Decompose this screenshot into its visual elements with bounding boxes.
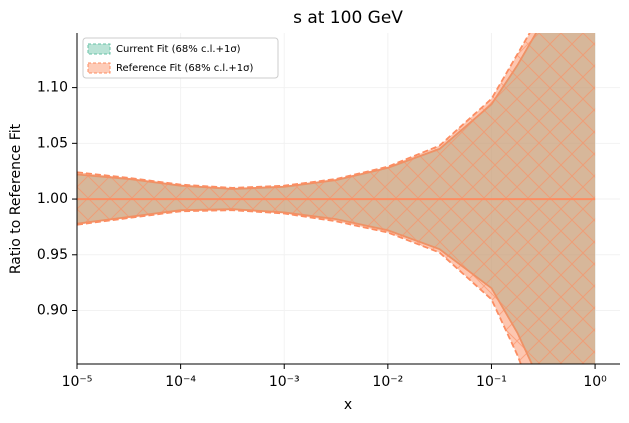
x-tick-label: 10⁻¹ [476,374,507,390]
y-tick-label: 1.00 [37,191,68,207]
band-upper [77,33,531,189]
y-axis-label: Ratio to Reference Fit [8,123,24,274]
x-tick-label: 10⁻⁴ [165,374,196,390]
x-axis-label: x [344,397,352,413]
band-lower [77,209,522,364]
x-tick-label: 10⁻² [372,374,403,390]
y-tick-label: 1.05 [37,135,68,151]
legend-swatch [87,43,111,55]
legend-label: Current Fit (68% c.l.+1σ) [116,44,241,55]
y-tick-label: 0.90 [37,303,68,319]
legend-box [82,37,279,79]
x-tick-label: 10⁰ [583,374,607,390]
y-tick-label: 1.10 [37,80,68,96]
x-tick-label: 10⁻³ [269,374,300,390]
chart-title: s at 100 GeV [293,8,403,28]
x-tick-label: 10⁻⁵ [62,374,93,390]
y-tick-label: 0.95 [37,247,68,263]
legend-label: Reference Fit (68% c.l.+1σ) [116,63,253,74]
legend-swatch [87,62,111,74]
